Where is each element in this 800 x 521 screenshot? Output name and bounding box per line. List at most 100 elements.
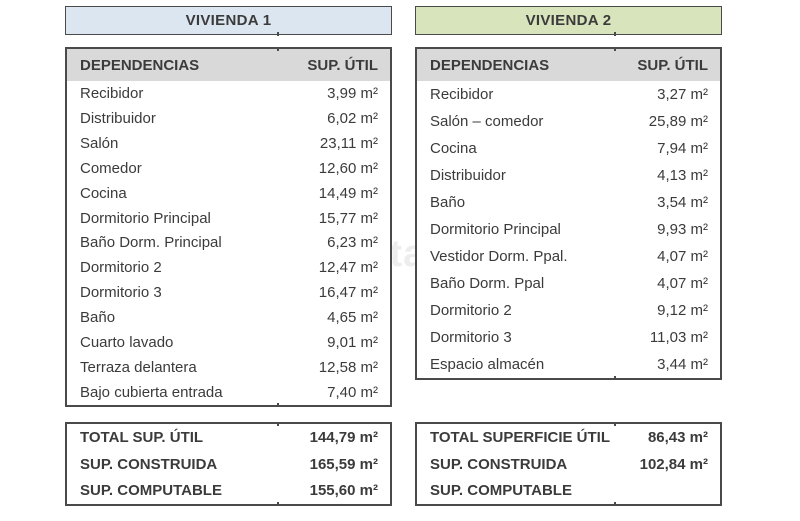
row-label: Comedor [80, 159, 142, 177]
table-row: Cuarto lavado 9,01 m² [67, 330, 390, 355]
table-row: Comedor 12,60 m² [67, 156, 390, 181]
row-label: Baño [80, 309, 116, 327]
row-value: 12,60 m² [318, 159, 378, 177]
row-value: 3,27 m² [657, 86, 708, 103]
row-label: Dormitorio Principal [430, 221, 561, 238]
vivienda1-table-header: DEPENDENCIAS SUP. ÚTIL [67, 49, 390, 81]
row-label: Baño [430, 194, 466, 211]
table-row: Cocina 7,94 m² [417, 135, 720, 162]
row-label: Dormitorio 3 [80, 284, 162, 302]
totals-label: SUP. CONSTRUIDA [80, 455, 218, 473]
row-value: 4,65 m² [327, 309, 378, 327]
table-row: Dormitorio 2 12,47 m² [67, 255, 390, 280]
table-row: Salón 23,11 m² [67, 131, 390, 156]
row-value: 14,49 m² [318, 184, 378, 202]
totals-label: TOTAL SUPERFICIE ÚTIL [430, 428, 611, 446]
table-row: Recibidor 3,27 m² [417, 81, 720, 108]
table-row: Bajo cubierta entrada 7,40 m² [67, 380, 390, 405]
totals-label: SUP. COMPUTABLE [80, 482, 222, 500]
table-row: Dormitorio Principal 9,93 m² [417, 216, 720, 243]
table-row: Dormitorio Principal 15,77 m² [67, 206, 390, 231]
table-row: Distribuidor 6,02 m² [67, 106, 390, 131]
row-value: 9,12 m² [657, 302, 708, 319]
row-value: 9,01 m² [327, 334, 378, 352]
row-label: Cocina [430, 140, 477, 157]
table-row: Distribuidor 4,13 m² [417, 162, 720, 189]
row-value: 25,89 m² [648, 113, 708, 130]
row-value: 12,58 m² [318, 359, 378, 377]
row-label: Dormitorio 2 [430, 302, 512, 319]
vivienda2-totals: TOTAL SUPERFICIE ÚTIL 86,43 m² SUP. CONS… [415, 422, 722, 506]
row-label: Salón [80, 134, 119, 152]
table-row: Cocina 14,49 m² [67, 181, 390, 206]
totals-row: SUP. COMPUTABLE [417, 477, 720, 504]
totals-value: 144,79 m² [309, 428, 378, 446]
vivienda2-title: VIVIENDA 2 [415, 6, 722, 36]
row-value: 23,11 m² [319, 134, 378, 152]
row-value: 4,07 m² [657, 275, 708, 292]
table-row: Vestidor Dorm. Ppal. 4,07 m² [417, 243, 720, 270]
row-value: 9,93 m² [657, 221, 708, 238]
row-label: Dormitorio 2 [80, 259, 162, 277]
row-label: Cocina [80, 184, 127, 202]
row-value: 6,23 m² [327, 234, 378, 252]
row-value: 3,54 m² [657, 194, 708, 211]
table-row: Baño Dorm. Ppal 4,07 m² [417, 270, 720, 297]
table-row: Terraza delantera 12,58 m² [67, 355, 390, 380]
row-label: Dormitorio 3 [430, 329, 512, 346]
row-value: 6,02 m² [327, 109, 378, 127]
row-label: Distribuidor [80, 109, 156, 127]
totals-row: SUP. COMPUTABLE 155,60 m² [67, 477, 390, 504]
totals-value: 86,43 m² [647, 428, 708, 446]
table-row: Dormitorio 3 16,47 m² [67, 280, 390, 305]
row-label: Salón – comedor [430, 113, 544, 130]
column-header-dependencias: DEPENDENCIAS [430, 56, 550, 74]
row-value: 16,47 m² [318, 284, 378, 302]
column-header-sup-util: SUP. ÚTIL [307, 56, 378, 74]
row-label: Bajo cubierta entrada [80, 384, 223, 402]
totals-label: TOTAL SUP. ÚTIL [80, 428, 204, 446]
row-label: Baño Dorm. Principal [80, 234, 222, 252]
column-header-dependencias: DEPENDENCIAS [80, 56, 200, 74]
row-value: 3,99 m² [327, 84, 378, 102]
row-value: 4,13 m² [657, 167, 708, 184]
vivienda2-table: DEPENDENCIAS SUP. ÚTIL Recibidor 3,27 m²… [415, 47, 722, 380]
table-row: Espacio almacén 3,44 m² [417, 351, 720, 378]
table-row: Dormitorio 2 9,12 m² [417, 297, 720, 324]
totals-row: TOTAL SUPERFICIE ÚTIL 86,43 m² [417, 424, 720, 451]
row-label: Espacio almacén [430, 356, 545, 373]
table-row: Dormitorio 3 11,03 m² [417, 324, 720, 351]
row-value: 12,47 m² [318, 259, 378, 277]
row-label: Recibidor [80, 84, 144, 102]
row-value: 3,44 m² [657, 356, 708, 373]
vivienda1-totals: TOTAL SUP. ÚTIL 144,79 m² SUP. CONSTRUID… [65, 422, 392, 506]
vivienda1-table: DEPENDENCIAS SUP. ÚTIL Recibidor 3,99 m²… [65, 47, 392, 407]
totals-row: SUP. CONSTRUIDA 165,59 m² [67, 451, 390, 478]
row-label: Cuarto lavado [80, 334, 174, 352]
table-row: Baño Dorm. Principal 6,23 m² [67, 231, 390, 256]
row-label: Recibidor [430, 86, 494, 103]
row-label: Vestidor Dorm. Ppal. [430, 248, 568, 265]
totals-value: 102,84 m² [639, 455, 708, 473]
row-label: Terraza delantera [80, 359, 197, 377]
row-value: 7,94 m² [657, 140, 708, 157]
totals-label: SUP. CONSTRUIDA [430, 455, 568, 473]
row-value: 7,40 m² [327, 384, 378, 402]
table-row: Baño 3,54 m² [417, 189, 720, 216]
totals-row: SUP. CONSTRUIDA 102,84 m² [417, 451, 720, 478]
vivienda1-title: VIVIENDA 1 [65, 6, 392, 36]
totals-value: 155,60 m² [309, 482, 378, 500]
vivienda2-table-header: DEPENDENCIAS SUP. ÚTIL [417, 49, 720, 81]
row-label: Baño Dorm. Ppal [430, 275, 545, 292]
row-value: 11,03 m² [649, 329, 708, 346]
row-label: Distribuidor [430, 167, 506, 184]
table-row: Salón – comedor 25,89 m² [417, 108, 720, 135]
column-header-sup-util: SUP. ÚTIL [637, 56, 708, 74]
row-label: Dormitorio Principal [80, 209, 211, 227]
row-value: 15,77 m² [318, 209, 378, 227]
row-value: 4,07 m² [657, 248, 708, 265]
totals-label: SUP. COMPUTABLE [430, 482, 572, 500]
totals-value: 165,59 m² [309, 455, 378, 473]
totals-row: TOTAL SUP. ÚTIL 144,79 m² [67, 424, 390, 451]
table-row: Baño 4,65 m² [67, 305, 390, 330]
